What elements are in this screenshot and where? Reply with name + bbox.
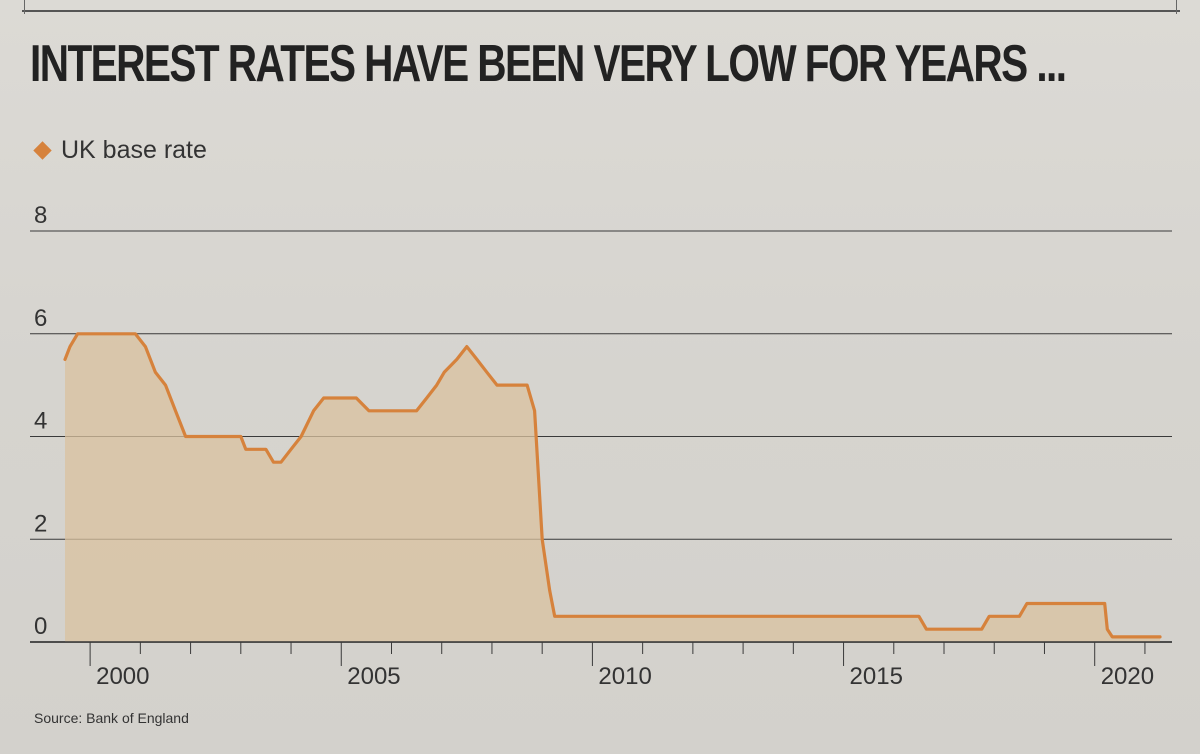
legend: UK base rate [33, 136, 207, 165]
x-tick-label: 2000 [96, 663, 149, 690]
series-area [65, 333, 1160, 642]
y-tick-label: 6 [34, 305, 47, 332]
x-tick-label: 2010 [598, 663, 651, 690]
right-top-tick [1176, 0, 1177, 14]
y-tick-label: 0 [34, 613, 47, 640]
y-tick-label: 8 [34, 202, 47, 229]
legend-label: UK base rate [61, 136, 207, 164]
y-tick-label: 2 [34, 510, 47, 537]
y-tick-label: 4 [34, 408, 47, 435]
x-tick-label: 2015 [850, 663, 903, 690]
x-tick-label: 2005 [347, 663, 400, 690]
source-note: Source: Bank of England [34, 710, 189, 726]
x-tick-label: 2020 [1101, 663, 1154, 690]
left-top-tick [24, 0, 25, 14]
chart-title: INTEREST RATES HAVE BEEN VERY LOW FOR YE… [30, 35, 1067, 93]
series-line [63, 332, 1162, 639]
top-rule [22, 10, 1180, 12]
